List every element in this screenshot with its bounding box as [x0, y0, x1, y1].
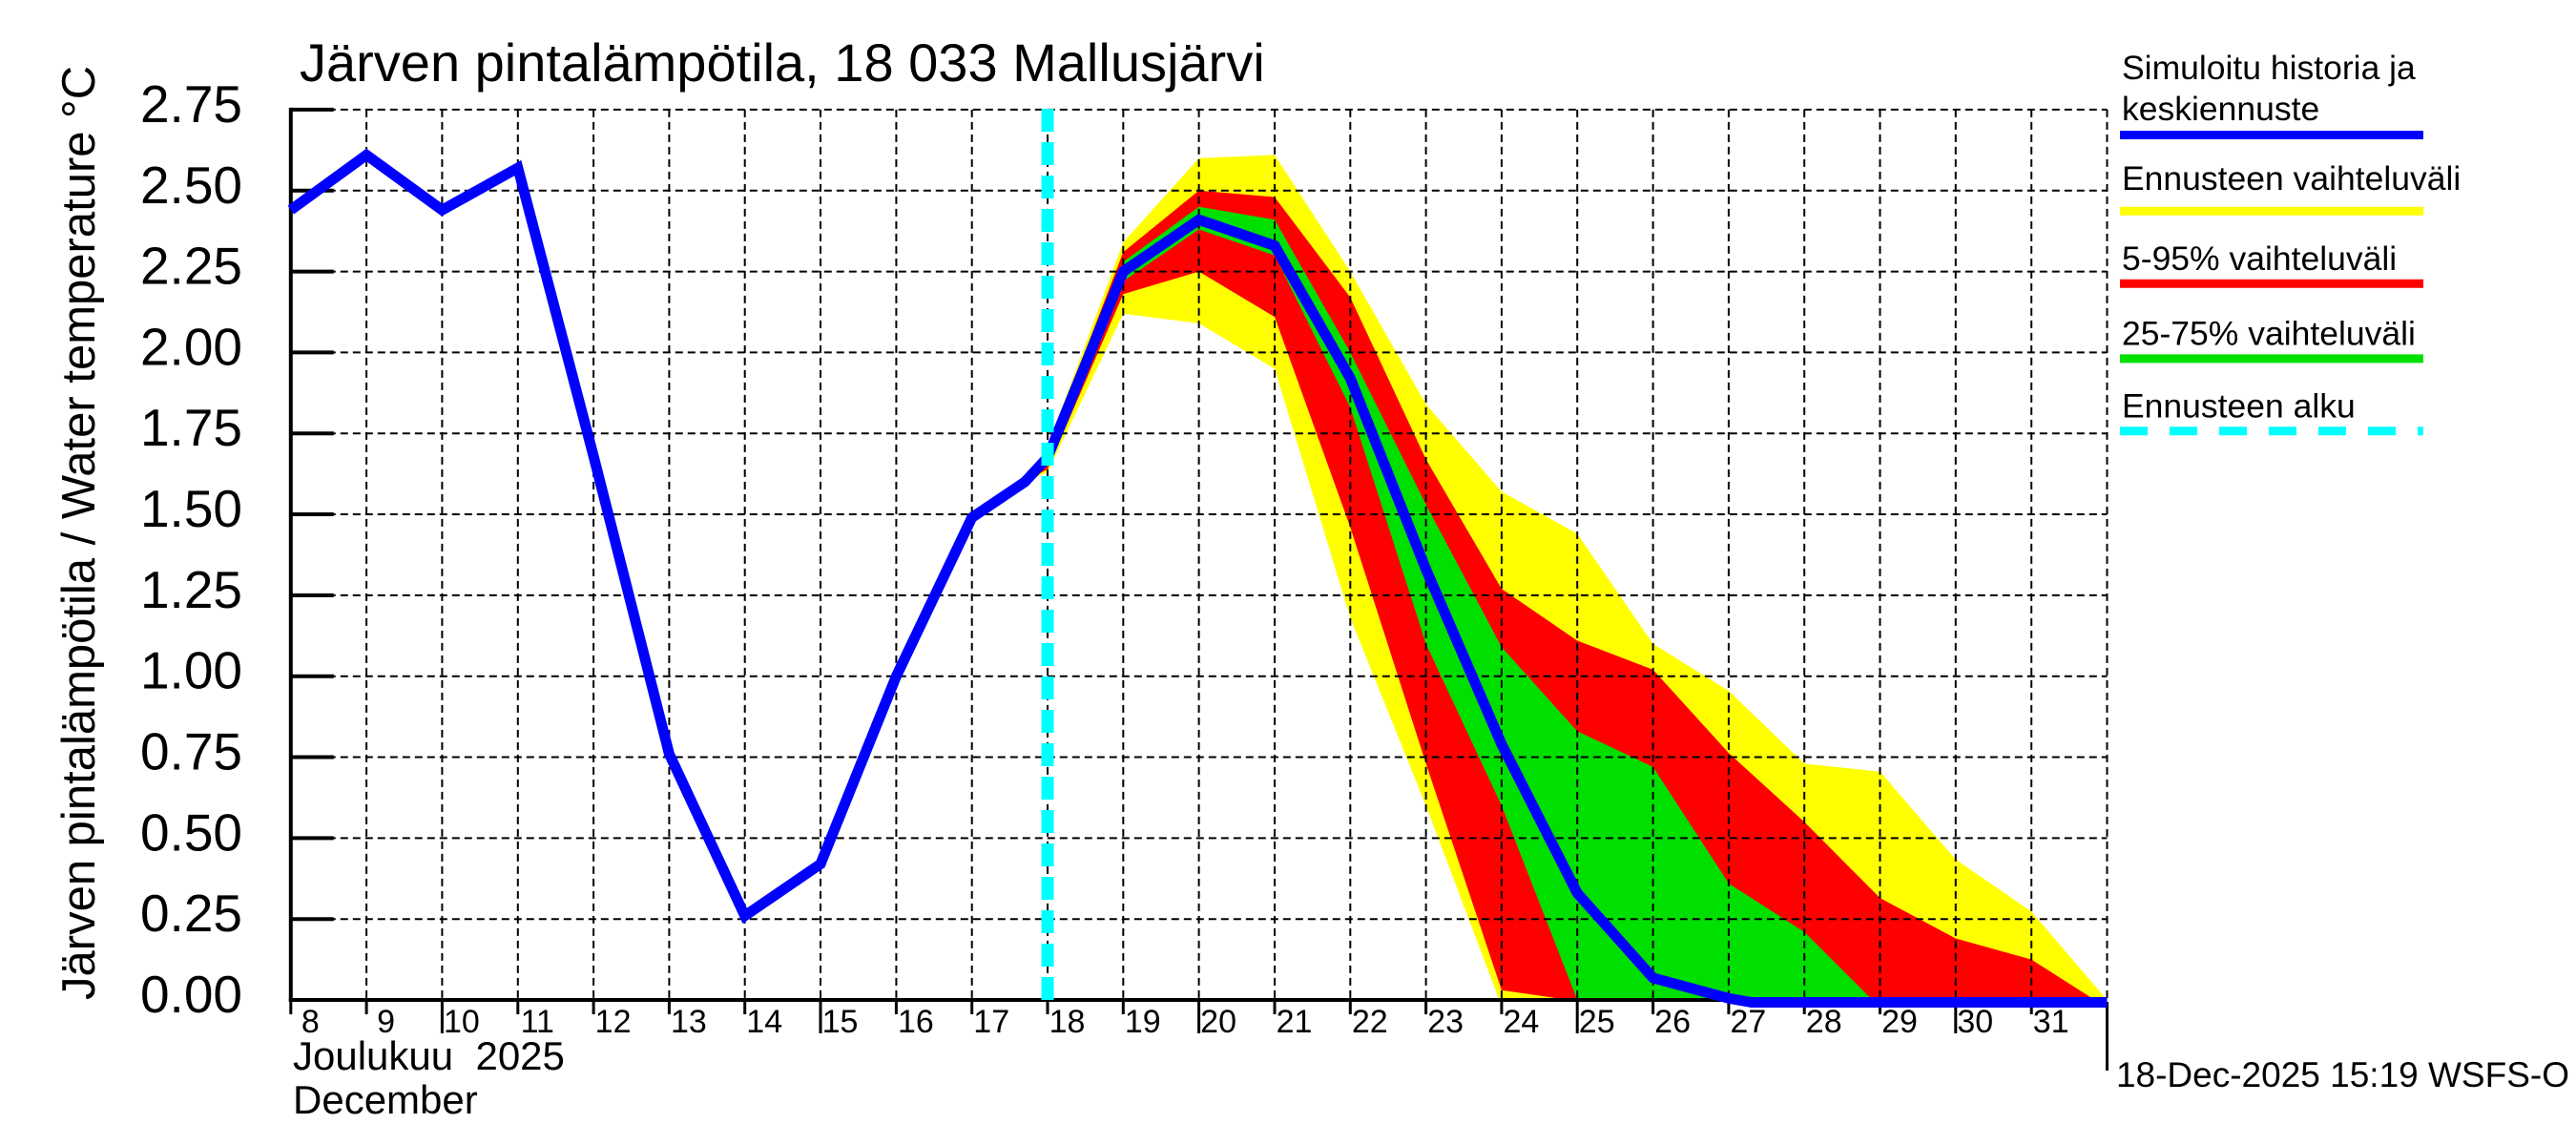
svg-text:1.75: 1.75 [140, 398, 242, 457]
svg-text:28: 28 [1806, 1004, 1842, 1040]
svg-text:Joulukuu 2025: Joulukuu 2025 [293, 1033, 565, 1078]
svg-text:8: 8 [301, 1004, 320, 1040]
svg-text:2.50: 2.50 [140, 156, 242, 215]
svg-text:1.00: 1.00 [140, 641, 242, 700]
svg-text:25-75% vaihteluväli: 25-75% vaihteluväli [2122, 315, 2416, 353]
svg-text:13: 13 [671, 1004, 707, 1040]
svg-text:2.75: 2.75 [140, 74, 242, 134]
svg-text:0.00: 0.00 [140, 965, 242, 1024]
svg-text:30: 30 [1957, 1004, 1993, 1040]
svg-text:15: 15 [822, 1004, 859, 1040]
svg-text:Ennusteen vaihteluväli: Ennusteen vaihteluväli [2122, 159, 2461, 198]
svg-text:26: 26 [1654, 1004, 1691, 1040]
svg-text:18: 18 [1049, 1004, 1086, 1040]
svg-text:23: 23 [1427, 1004, 1464, 1040]
svg-text:1.25: 1.25 [140, 560, 242, 619]
svg-text:18-Dec-2025 15:19 WSFS-O: 18-Dec-2025 15:19 WSFS-O [2116, 1055, 2569, 1094]
svg-text:0.50: 0.50 [140, 802, 242, 862]
svg-text:17: 17 [973, 1004, 1009, 1040]
svg-text:keskiennuste: keskiennuste [2122, 90, 2319, 128]
svg-text:5-95% vaihteluväli: 5-95% vaihteluväli [2122, 239, 2397, 278]
svg-text:0.25: 0.25 [140, 884, 242, 943]
svg-text:24: 24 [1503, 1004, 1539, 1040]
svg-text:22: 22 [1352, 1004, 1388, 1040]
svg-text:10: 10 [444, 1004, 480, 1040]
svg-text:Simuloitu historia ja: Simuloitu historia ja [2122, 49, 2416, 87]
svg-text:Ennusteen alku: Ennusteen alku [2122, 386, 2356, 425]
svg-text:9: 9 [377, 1004, 395, 1040]
svg-text:21: 21 [1277, 1004, 1313, 1040]
svg-text:December: December [293, 1077, 478, 1122]
svg-text:29: 29 [1881, 1004, 1918, 1040]
svg-text:2.25: 2.25 [140, 237, 242, 296]
svg-text:31: 31 [2033, 1004, 2069, 1040]
svg-text:0.75: 0.75 [140, 722, 242, 781]
svg-text:14: 14 [746, 1004, 782, 1040]
svg-text:20: 20 [1200, 1004, 1236, 1040]
svg-text:12: 12 [595, 1004, 632, 1040]
svg-text:19: 19 [1125, 1004, 1161, 1040]
svg-text:16: 16 [898, 1004, 934, 1040]
svg-text:1.50: 1.50 [140, 479, 242, 538]
svg-text:2.00: 2.00 [140, 317, 242, 376]
svg-text:27: 27 [1730, 1004, 1766, 1040]
svg-text:11: 11 [521, 1004, 554, 1040]
svg-text:25: 25 [1579, 1004, 1615, 1040]
svg-text:Järven pintalämpötila, 18 033: Järven pintalämpötila, 18 033 Mallusjärv… [300, 32, 1265, 93]
svg-text:Järven pintalämpötila / Water: Järven pintalämpötila / Water temperatur… [53, 66, 105, 1000]
